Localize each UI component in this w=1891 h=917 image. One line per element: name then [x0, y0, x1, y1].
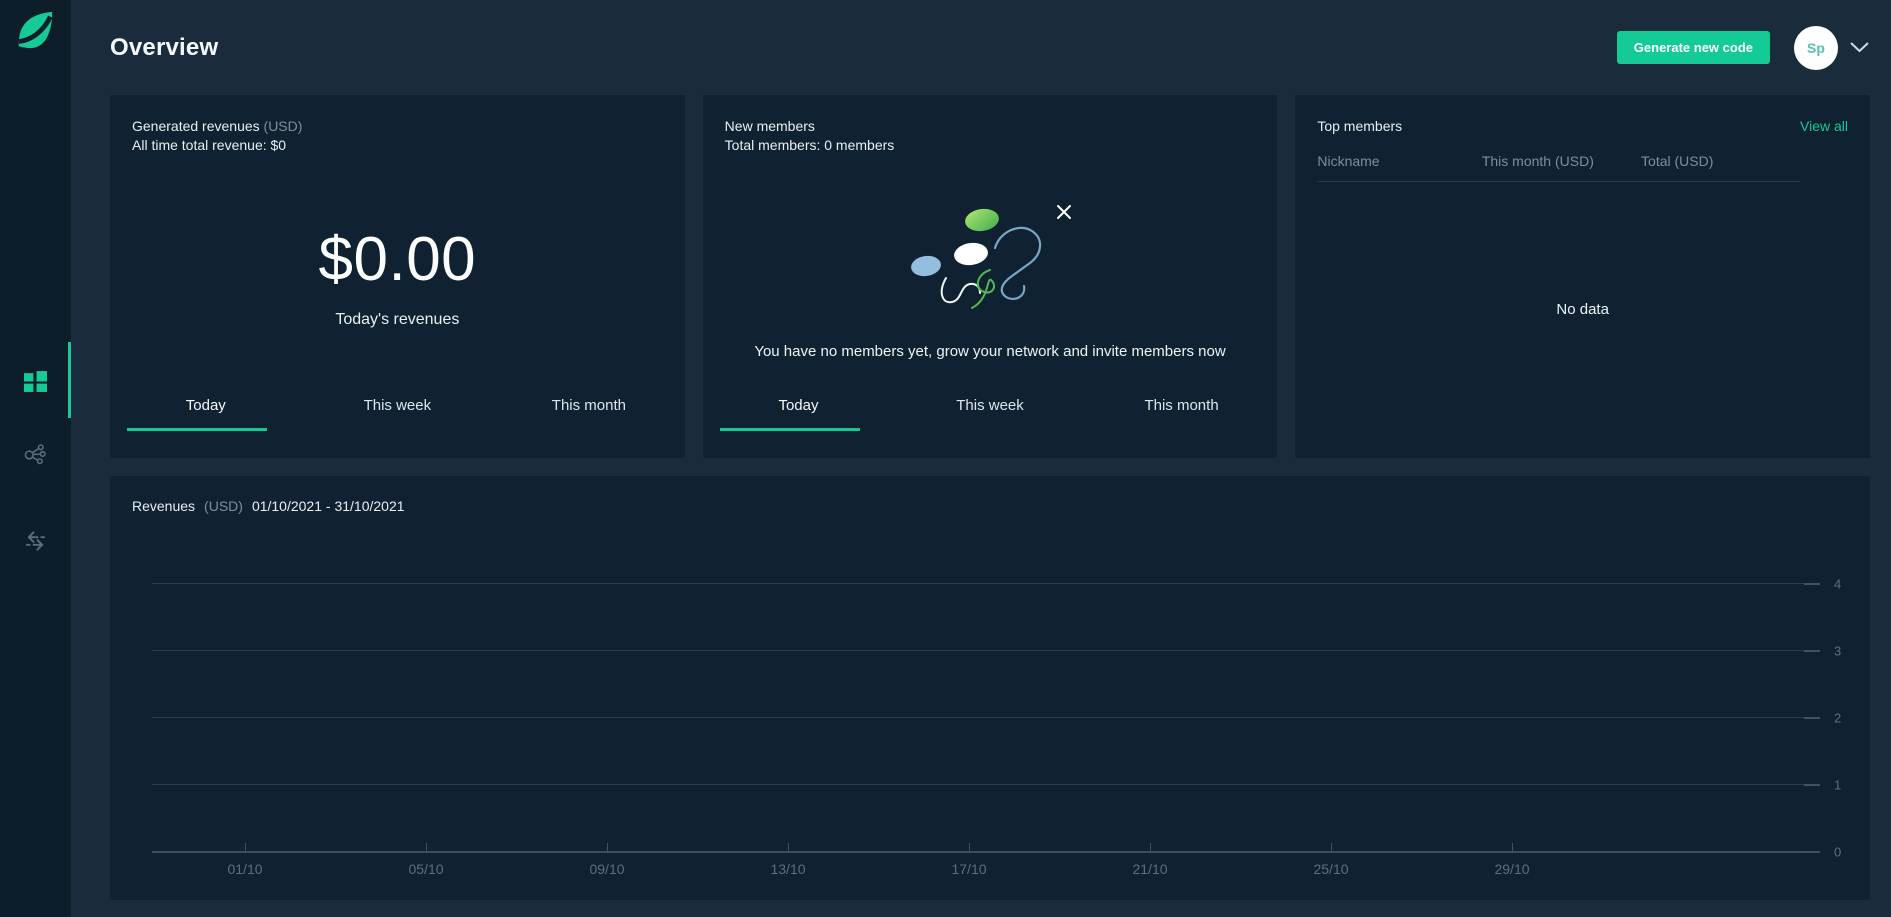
no-data-label: No data [1556, 300, 1609, 318]
sidebar-item-dashboard[interactable] [24, 370, 47, 393]
page-header: Overview Generate new code Sp [71, 0, 1891, 95]
y-tick [1804, 650, 1820, 652]
x-tick [1512, 843, 1513, 851]
tab-today[interactable]: Today [110, 397, 302, 436]
gridline [152, 784, 1810, 785]
page-title: Overview [110, 33, 219, 61]
x-tick [788, 843, 789, 851]
x-tick [426, 843, 427, 851]
main-area: Overview Generate new code Sp Generated … [71, 0, 1891, 917]
card-title: New members [724, 118, 815, 134]
no-members-message: You have no members yet, grow your netwo… [754, 343, 1226, 360]
x-axis-line [152, 851, 1810, 853]
x-axis-label: 25/10 [1313, 861, 1349, 877]
x-axis-label: 09/10 [589, 861, 625, 877]
members-tabs: Today This week This month [703, 397, 1278, 436]
y-tick [1804, 784, 1820, 786]
x-axis-label: 21/10 [1132, 861, 1168, 877]
x-tick [245, 843, 246, 851]
y-axis-label: 3 [1834, 643, 1842, 659]
total-members: Total members: 0 members [724, 137, 895, 153]
avatar[interactable]: Sp [1794, 25, 1838, 70]
x-axis-label: 05/10 [408, 861, 444, 877]
sidebar-item-transactions[interactable] [24, 529, 47, 552]
new-members-card: New members Total members: 0 members [702, 95, 1278, 458]
column-header: This month (USD) [1481, 153, 1594, 169]
sidebar [0, 0, 71, 917]
gridline [152, 583, 1810, 584]
column-header: Total (USD) [1641, 153, 1714, 169]
generate-new-code-button[interactable]: Generate new code [1616, 31, 1770, 64]
x-tick [1150, 843, 1151, 851]
y-axis-label: 2 [1834, 710, 1842, 726]
x-axis-label: 13/10 [770, 861, 806, 877]
share-network-icon [24, 444, 46, 465]
revenues-chart-card: Revenues (USD) 01/10/2021 - 31/10/2021 0… [110, 476, 1870, 900]
top-members-card: Top members View all Nickname This month … [1295, 95, 1871, 458]
all-time-total: All time total revenue: $0 [132, 137, 287, 153]
chart-title-unit: (USD) [204, 498, 243, 514]
amount-caption: Today's revenues [335, 310, 460, 328]
tab-this-week[interactable]: This week [956, 397, 1024, 414]
chevron-down-icon [1850, 42, 1869, 53]
sidebar-item-network[interactable] [24, 442, 47, 465]
brand-leaf-logo[interactable] [14, 9, 56, 51]
y-tick [1804, 851, 1820, 853]
tab-today[interactable]: Today [703, 397, 895, 436]
column-header: Nickname [1317, 153, 1380, 169]
gridline [152, 650, 1810, 651]
close-icon [1057, 205, 1071, 219]
table-divider [1317, 181, 1801, 182]
x-tick [1331, 843, 1332, 851]
view-all-link[interactable]: View all [1800, 118, 1849, 134]
x-axis-label: 17/10 [951, 861, 987, 877]
y-tick [1804, 717, 1820, 719]
tab-this-month[interactable]: This month [1144, 397, 1219, 414]
top-members-columns: Nickname This month (USD) Total (USD) [1317, 153, 1848, 169]
y-tick [1804, 583, 1820, 585]
members-empty-illustration [911, 205, 1071, 309]
revenues-tabs: Today This week This month [110, 397, 685, 436]
y-axis-label: 4 [1834, 576, 1842, 592]
revenue-plot: 0 1 2 3 4 01/10 05/10 09/10 13/10 17/10 21/10 25/10… [152, 577, 1841, 877]
account-menu-toggle[interactable] [1849, 41, 1870, 54]
x-tick [969, 843, 970, 851]
card-title: Generated revenues (USD) [132, 118, 303, 134]
tab-this-week[interactable]: This week [363, 397, 432, 414]
active-nav-indicator [68, 342, 71, 418]
swap-arrows-icon [25, 531, 46, 551]
x-axis-label: 01/10 [227, 861, 263, 877]
todays-revenue-amount: $0.00 [318, 224, 477, 294]
gridline [152, 717, 1810, 718]
card-title-unit: (USD) [263, 118, 303, 134]
generated-revenues-card: Generated revenues (USD) All time total … [110, 95, 685, 458]
y-axis-label: 0 [1834, 844, 1842, 860]
leaf-icon [18, 11, 53, 49]
x-axis-label: 29/10 [1494, 861, 1530, 877]
x-tick [607, 843, 608, 851]
chart-title: Revenues [132, 498, 196, 514]
dashboard-grid-icon [24, 371, 47, 392]
y-axis-label: 1 [1834, 777, 1842, 793]
avatar-initials: Sp [1807, 39, 1825, 56]
chart-date-range: 01/10/2021 - 31/10/2021 [251, 498, 405, 514]
tab-this-month[interactable]: This month [551, 397, 626, 414]
card-title: Top members [1317, 118, 1403, 134]
